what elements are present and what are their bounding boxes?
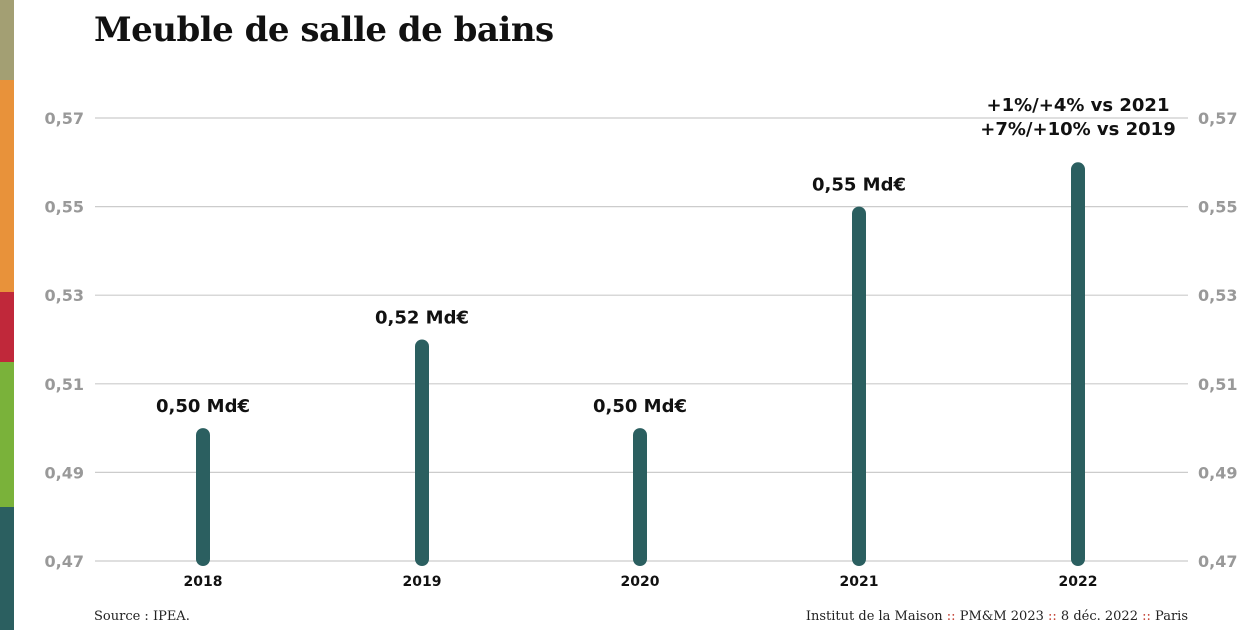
- y-tick-label-right: 0,51: [1198, 375, 1237, 394]
- x-tick-label: 2018: [184, 574, 223, 590]
- bar: [1071, 162, 1085, 567]
- y-tick-label-left: 0,49: [45, 463, 84, 482]
- color-strip: [0, 0, 14, 630]
- bar: [633, 428, 647, 566]
- footer-credits: Institut de la Maison :: PM&M 2023 :: 8 …: [806, 609, 1188, 624]
- footer-part: 8 déc. 2022: [1060, 609, 1138, 624]
- footer-part: Institut de la Maison: [805, 609, 943, 624]
- x-tick-label: 2021: [840, 574, 879, 590]
- color-strip-segment: [0, 0, 14, 80]
- color-strip-segment: [0, 292, 14, 362]
- data-label: 0,52 Md€: [375, 308, 469, 329]
- footer-separator: ::: [1142, 609, 1151, 624]
- y-tick-label-left: 0,55: [45, 198, 84, 217]
- y-tick-label-right: 0,49: [1198, 463, 1237, 482]
- y-tick-label-right: 0,47: [1198, 552, 1237, 571]
- y-tick-label-right: 0,55: [1198, 198, 1237, 217]
- footer-part: PM&M 2023: [959, 609, 1044, 624]
- annotation-line: +7%/+10% vs 2019: [980, 119, 1175, 140]
- y-tick-label-left: 0,53: [45, 286, 84, 305]
- bar: [415, 339, 429, 566]
- y-tick-label-right: 0,57: [1198, 109, 1237, 128]
- color-strip-segment: [0, 362, 14, 507]
- chart-title: Meuble de salle de bains: [94, 10, 554, 50]
- y-tick-label-left: 0,57: [45, 109, 84, 128]
- data-label: 0,55 Md€: [812, 175, 906, 196]
- x-tick-label: 2019: [403, 574, 442, 590]
- x-tick-label: 2020: [621, 574, 660, 590]
- y-tick-label-left: 0,47: [45, 552, 84, 571]
- data-label: 0,50 Md€: [156, 396, 250, 417]
- data-label: 0,50 Md€: [593, 396, 687, 417]
- y-tick-label-right: 0,53: [1198, 286, 1237, 305]
- annotation-line: +1%/+4% vs 2021: [987, 95, 1170, 116]
- x-tick-label: 2022: [1059, 574, 1098, 590]
- color-strip-segment: [0, 80, 14, 292]
- color-strip-segment: [0, 507, 14, 630]
- footer-separator: ::: [946, 609, 956, 624]
- footer-separator: ::: [1048, 609, 1057, 624]
- bar: [852, 206, 866, 566]
- y-tick-label-left: 0,51: [45, 375, 84, 394]
- footer-part: Paris: [1155, 609, 1188, 624]
- bar: [196, 428, 210, 566]
- source-note: Source : IPEA.: [94, 609, 190, 624]
